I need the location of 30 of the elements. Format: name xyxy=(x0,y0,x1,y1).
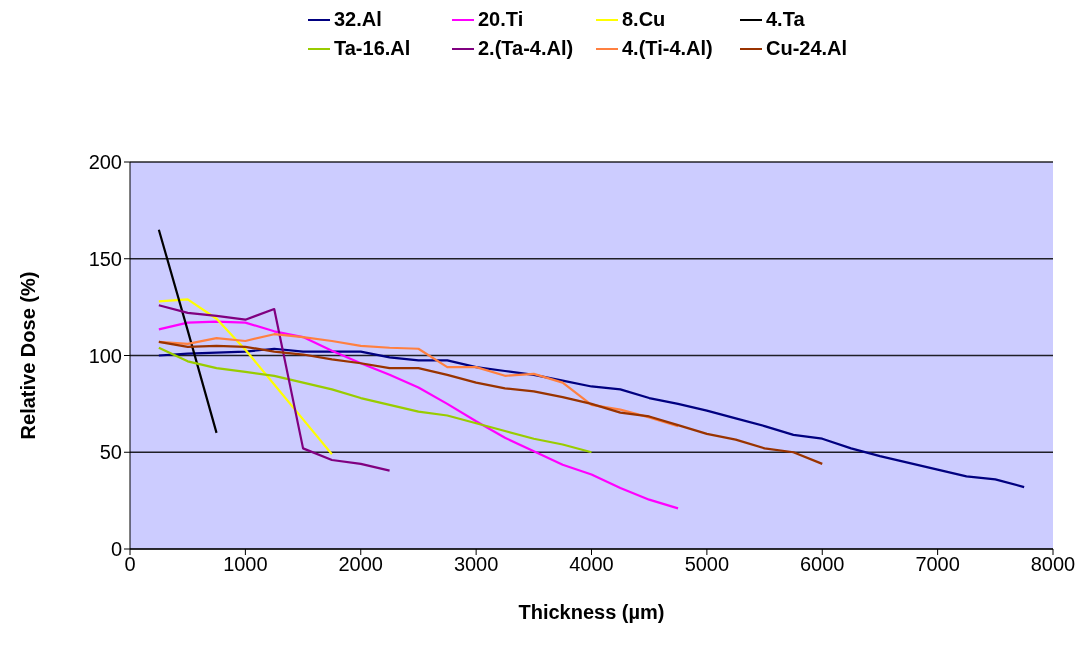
legend-label: 8.Cu xyxy=(622,8,666,31)
x-tick-label: 1000 xyxy=(223,553,268,576)
legend-label: 32.Al xyxy=(334,8,382,31)
legend-label: 2.(Ta-4.Al) xyxy=(478,37,574,60)
legend-label: Cu-24.Al xyxy=(766,37,848,60)
y-tick-label: 200 xyxy=(88,151,122,174)
line-series xyxy=(157,346,593,454)
y-axis-title: Relative Dose (%) xyxy=(17,271,40,440)
line-series xyxy=(157,298,334,456)
line-series xyxy=(157,340,824,465)
line-series xyxy=(157,320,680,510)
line-series xyxy=(157,304,391,472)
y-tick-label: 50 xyxy=(99,441,122,464)
x-tick-label: 8000 xyxy=(1030,553,1076,576)
x-tick-label: 2000 xyxy=(338,553,383,576)
y-tick-label: 0 xyxy=(110,538,122,561)
legend-label: Ta-16.Al xyxy=(334,37,411,60)
x-tick-label: 6000 xyxy=(800,553,845,576)
x-tick-label: 0 xyxy=(124,553,136,576)
x-tick-label: 5000 xyxy=(684,553,730,576)
y-tick-label: 100 xyxy=(88,344,122,367)
legend-label: 4.(Ti-4.Al) xyxy=(622,37,713,60)
x-axis-title: Thickness (µm) xyxy=(518,601,665,623)
legend-label: 20.Ti xyxy=(478,8,524,31)
line-series xyxy=(157,347,1026,489)
x-tick-label: 4000 xyxy=(569,553,614,576)
legend-label: 4.Ta xyxy=(766,8,805,31)
x-tick-label: 3000 xyxy=(453,553,499,576)
x-tick-label: 7000 xyxy=(915,553,960,576)
y-tick-label: 150 xyxy=(88,247,122,270)
